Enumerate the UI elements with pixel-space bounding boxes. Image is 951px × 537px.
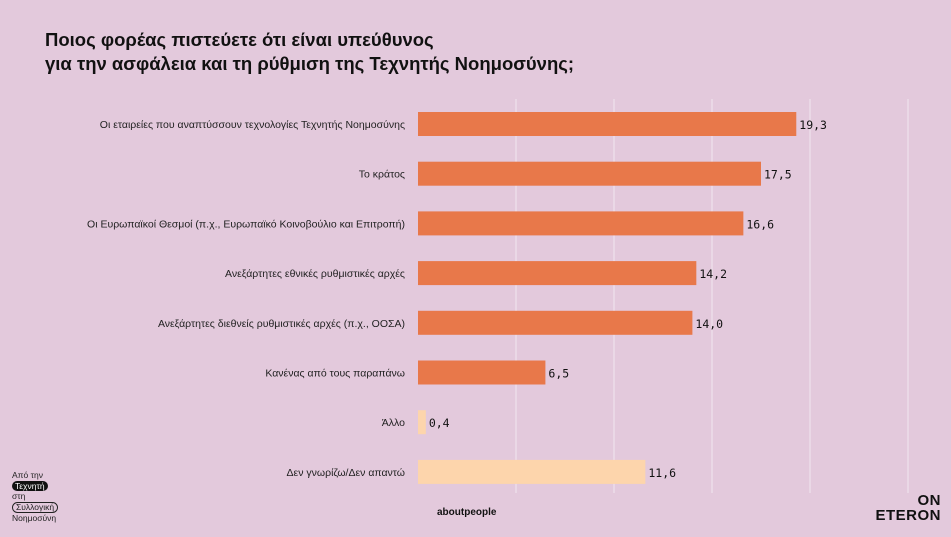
value-label: 14,0 xyxy=(695,317,723,331)
eteron-logo: ON ETERON xyxy=(875,493,941,523)
eteron-logo-line2: ETERON xyxy=(875,507,941,524)
series-logo-line5: Νοημοσύνη xyxy=(12,512,57,523)
series-logo: Από την Τεχνητή στη Συλλογική Νοημοσύνη xyxy=(12,470,59,523)
value-label: 11,6 xyxy=(648,466,676,480)
chart-title: Ποιος φορέας πιστεύετε ότι είναι υπεύθυν… xyxy=(45,28,745,76)
bar xyxy=(418,360,546,385)
category-label: Δεν γνωρίζω/Δεν απαντώ xyxy=(287,467,405,479)
value-label: 14,2 xyxy=(699,267,727,281)
category-label: Ανεξάρτητες διεθνείς ρυθμιστικές αρχές (… xyxy=(158,318,405,330)
bar xyxy=(418,310,693,335)
bar xyxy=(418,161,761,186)
bar xyxy=(418,112,797,136)
bar xyxy=(418,261,697,286)
eteron-logo-line1: ON xyxy=(917,492,941,509)
category-label: Ανεξάρτητες εθνικές ρυθμιστικές αρχές xyxy=(225,268,405,280)
chart-title-line1: Ποιος φορέας πιστεύετε ότι είναι υπεύθυν… xyxy=(45,29,434,50)
series-logo-line2: Τεχνητή xyxy=(12,480,48,491)
value-label: 17,5 xyxy=(764,168,792,182)
bar xyxy=(418,211,744,236)
category-label: Το κράτος xyxy=(359,169,405,181)
series-logo-line3: στη xyxy=(12,491,26,501)
value-label: 6,5 xyxy=(548,367,569,381)
value-label: 0,4 xyxy=(429,416,450,430)
category-label: Οι εταιρείες που αναπτύσσουν τεχνολογίες… xyxy=(100,119,405,131)
chart-title-line2: για την ασφάλεια και τη ρύθμιση της Τεχν… xyxy=(45,53,575,74)
category-label: Άλλο xyxy=(382,417,405,429)
aboutpeople-logo: aboutpeople xyxy=(437,507,497,518)
category-label: Οι Ευρωπαϊκοί Θεσμοί (π.χ., Ευρωπαϊκό Κο… xyxy=(87,218,405,230)
bar xyxy=(418,459,646,484)
bar xyxy=(418,410,426,435)
series-logo-line1: Από την xyxy=(12,470,43,480)
value-label: 16,6 xyxy=(746,217,774,231)
category-label: Κανένας από τους παραπάνω xyxy=(265,368,405,380)
value-label: 19,3 xyxy=(799,118,827,132)
series-logo-line4: Συλλογική xyxy=(12,501,59,513)
